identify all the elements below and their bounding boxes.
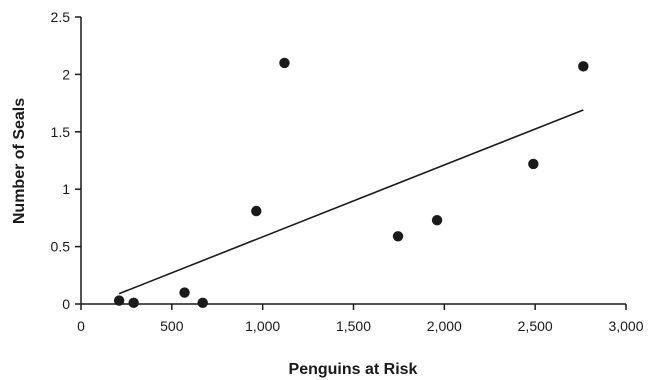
- axes: [75, 16, 627, 310]
- tick-labels: 0 0.5 1 1.5 2 2.5 0 500 1,000 1,500 2,000 2,500 3,00…: [51, 9, 644, 334]
- x-tick-label: 1,500: [336, 318, 371, 334]
- trendline-group: [118, 109, 584, 295]
- y-tick-label: 1: [62, 181, 70, 197]
- y-tick-label: 2: [62, 66, 70, 82]
- trendline: [118, 109, 584, 295]
- data-point: [528, 158, 539, 170]
- y-tick-label: 0: [62, 296, 70, 312]
- x-tick-label: 0: [77, 318, 85, 334]
- x-tick-label: 1,000: [245, 318, 280, 334]
- x-tick-label: 500: [160, 318, 184, 334]
- x-tick-label: 2,500: [518, 318, 553, 334]
- data-point: [578, 61, 589, 72]
- data-point: [128, 297, 139, 309]
- x-tick-label: 3,000: [608, 318, 643, 334]
- data-point: [279, 57, 290, 69]
- x-axis-title: Penguins at Risk: [289, 361, 418, 378]
- x-tick-label: 2,000: [427, 318, 462, 334]
- data-point: [197, 297, 208, 309]
- data-point: [179, 287, 190, 298]
- y-tick-label: 2.5: [51, 9, 71, 25]
- y-tick-label: 1.5: [51, 124, 71, 140]
- data-point: [392, 231, 404, 242]
- y-tick-label: 0.5: [51, 239, 71, 255]
- data-points: [113, 57, 589, 309]
- data-point: [251, 205, 262, 217]
- y-axis-title: Number of Seals: [11, 98, 28, 224]
- data-point: [431, 214, 443, 226]
- data-point: [113, 295, 125, 306]
